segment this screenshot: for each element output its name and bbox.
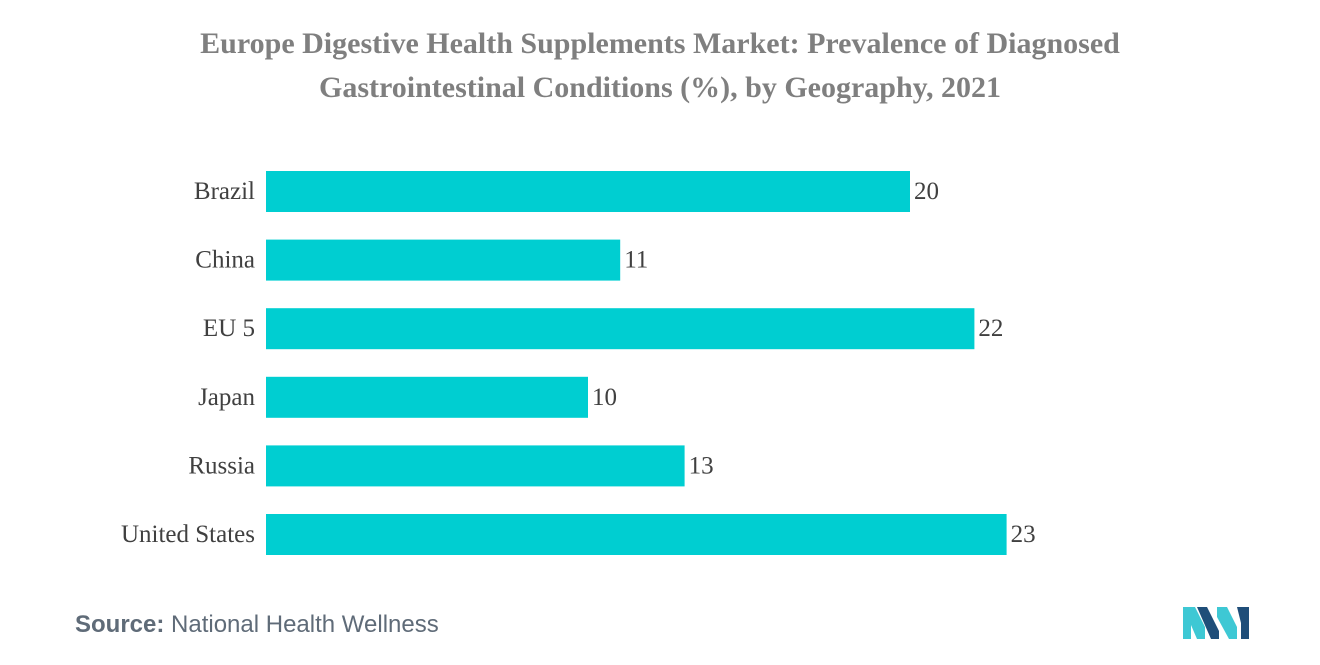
bar-japan <box>266 376 588 418</box>
category-label: China <box>195 247 255 274</box>
category-label: Brazil <box>194 178 255 205</box>
category-label: Japan <box>198 384 255 411</box>
data-label: 13 <box>689 452 714 479</box>
bar-russia <box>266 445 685 487</box>
data-label: 22 <box>978 315 1003 342</box>
data-label: 10 <box>592 384 617 411</box>
data-label: 11 <box>624 247 648 274</box>
mordor-intelligence-logo <box>1183 607 1249 639</box>
data-label: 23 <box>1011 521 1036 548</box>
source-label: Source: <box>75 611 165 638</box>
bar-chart: Brazil 20 China 11 EU 5 22 Japan 10 Russia 13 Unit… <box>121 171 1036 555</box>
category-label: United States <box>121 521 255 548</box>
category-label: Russia <box>188 452 255 479</box>
chart-title-line-1: Europe Digestive Health Supplements Mark… <box>200 27 1120 60</box>
category-label: EU 5 <box>203 315 255 342</box>
source-text: National Health Wellness <box>171 611 439 638</box>
chart-title-line-2: Gastrointestinal Conditions (%), by Geog… <box>318 71 1002 104</box>
bar-china <box>266 239 621 281</box>
source-note: Source: National Health Wellness <box>75 611 439 639</box>
bar-united-states <box>266 514 1007 555</box>
data-label: 20 <box>914 178 939 205</box>
chart-title: Europe Digestive Health Supplements Mark… <box>0 22 1320 110</box>
bar-brazil <box>266 171 910 212</box>
bar-eu-5 <box>266 308 975 350</box>
